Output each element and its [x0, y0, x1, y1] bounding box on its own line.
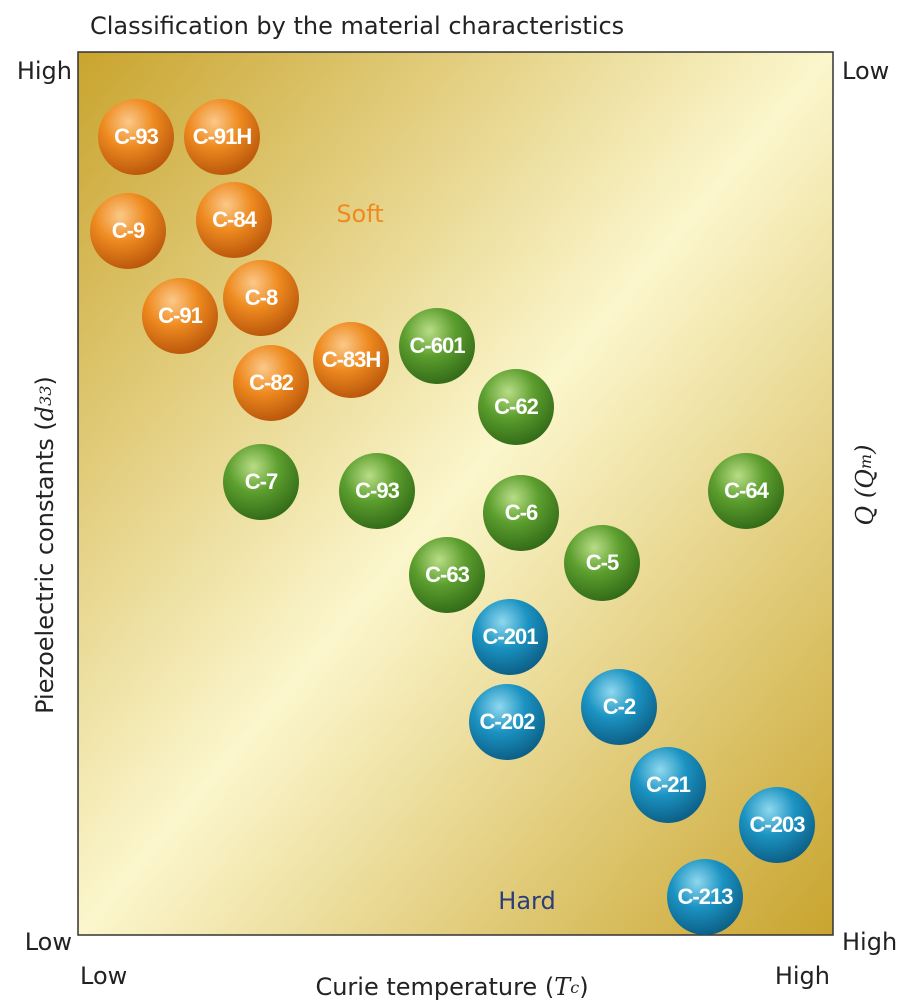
node-label: C-93 [114, 124, 158, 149]
node-bubble [739, 787, 815, 863]
node-label: C-7 [245, 469, 278, 494]
node-bubble [313, 322, 389, 398]
x-right: High [775, 962, 830, 990]
node-bubble [142, 278, 218, 354]
x-axis-label: Curie temperature (Tc) [315, 973, 588, 1002]
node-label: C-9 [112, 218, 145, 243]
node-bubble [184, 99, 260, 175]
hard-label: Hard [498, 887, 555, 915]
node-bubble [564, 525, 640, 601]
node-label: C-91H [193, 124, 252, 149]
soft-label: Soft [336, 200, 383, 228]
node-label: C-62 [494, 394, 538, 419]
node-label: C-83H [322, 347, 381, 372]
node-label: C-601 [410, 333, 466, 358]
node-label: C-202 [480, 709, 536, 734]
node-bubble [223, 260, 299, 336]
node-label: C-5 [586, 550, 619, 575]
node-label: C-93 [355, 478, 399, 503]
node-bubble [399, 308, 475, 384]
node-label: C-8 [245, 285, 278, 310]
y-top: High [17, 57, 72, 85]
node-bubble [223, 444, 299, 520]
node-label: C-82 [249, 370, 293, 395]
node-bubble [630, 747, 706, 823]
node-label: C-64 [724, 478, 769, 503]
y2-bottom: High [842, 928, 897, 956]
title: Classification by the material character… [90, 12, 624, 40]
node-label: C-201 [483, 624, 539, 649]
node-bubble [708, 453, 784, 529]
node-bubble [90, 193, 166, 269]
y2-top: Low [842, 57, 889, 85]
x-left: Low [80, 962, 127, 990]
node-label: C-203 [750, 812, 806, 837]
node-bubble [667, 859, 743, 935]
node-bubble [483, 475, 559, 551]
node-bubble [196, 182, 272, 258]
node-bubble [233, 345, 309, 421]
node-label: C-21 [646, 772, 690, 797]
node-bubble [469, 684, 545, 760]
node-label: C-213 [678, 884, 734, 909]
node-bubble [581, 669, 657, 745]
y2-axis-label: Q (Qm) [851, 445, 879, 526]
node-label: C-6 [505, 500, 538, 525]
node-bubble [478, 369, 554, 445]
node-bubble [409, 537, 485, 613]
node-bubble [339, 453, 415, 529]
node-bubble [98, 99, 174, 175]
y-bottom: Low [25, 928, 72, 956]
y-axis-label: Piezoelectric constants (d33) [31, 376, 60, 714]
node-label: C-63 [425, 562, 469, 587]
node-label: C-84 [212, 207, 257, 232]
node-bubble [472, 599, 548, 675]
node-label: C-91 [158, 303, 202, 328]
node-label: C-2 [603, 694, 636, 719]
